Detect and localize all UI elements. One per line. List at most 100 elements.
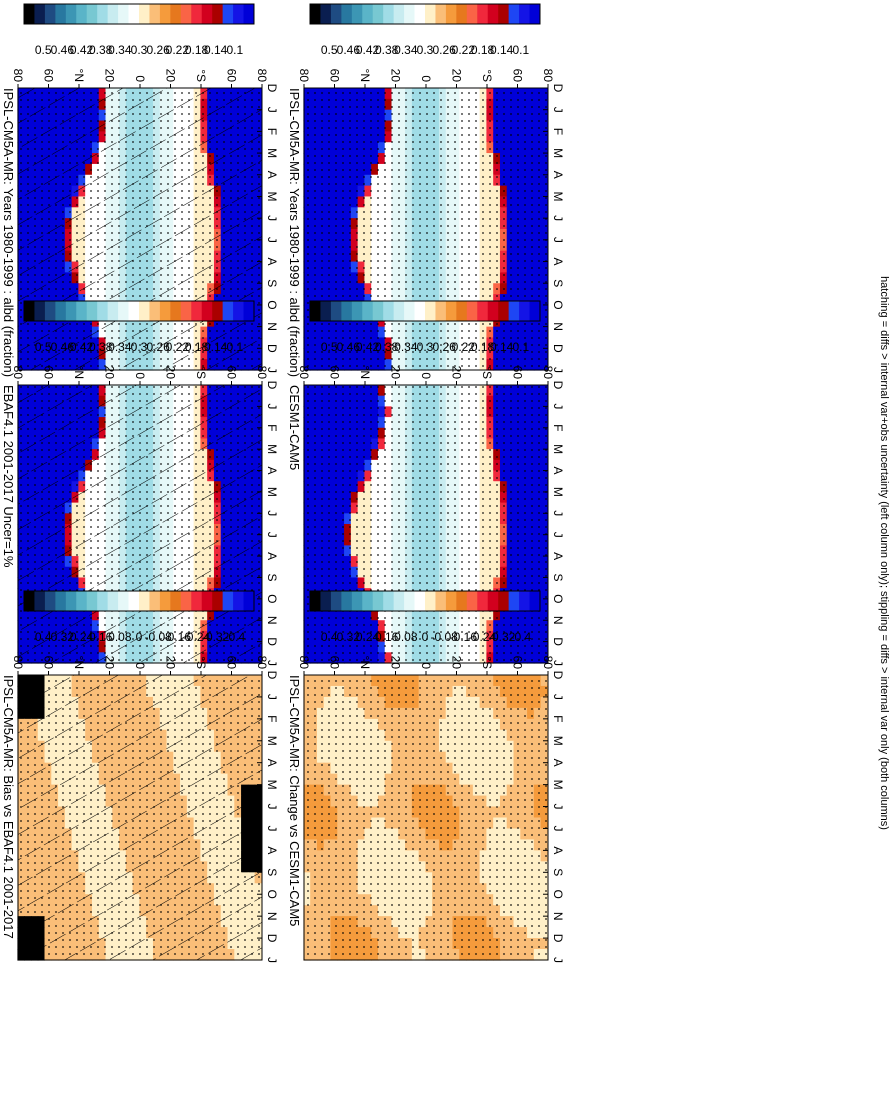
y-tick-label: 80 [255, 656, 269, 670]
colorbar-swatch [340, 4, 352, 24]
colorbar-swatch [222, 301, 234, 321]
colorbar-swatch [232, 301, 244, 321]
y-tick-label: 80 [11, 69, 25, 83]
colorbar-swatch [201, 301, 213, 321]
y-tick-label: °N [72, 366, 86, 379]
y-tick-label: 20 [103, 656, 117, 670]
colorbar-swatch [243, 4, 254, 24]
colorbar-swatch [320, 4, 331, 24]
colorbar-swatch [138, 301, 150, 321]
colorbar-swatch [34, 301, 45, 321]
y-tick-label: °N [72, 69, 86, 82]
y-tick-label: 0 [133, 372, 147, 379]
colorbar-swatch [23, 4, 35, 24]
colorbar-swatch [86, 4, 98, 24]
colorbar-swatch [159, 4, 171, 24]
x-tick-label: S [265, 573, 279, 581]
colorbar-swatch [65, 591, 77, 611]
colorbar-swatch [466, 4, 478, 24]
colorbar-label: 0.4 [35, 630, 52, 644]
colorbar-swatch [54, 591, 66, 611]
x-tick-label: A [265, 759, 279, 767]
colorbar-swatch [372, 4, 384, 24]
y-tick-label: 0 [419, 75, 433, 82]
y-tick-label: °S [194, 656, 208, 669]
x-tick-label: M [265, 780, 279, 790]
x-tick-label: D [265, 671, 279, 680]
x-tick-label: M [265, 487, 279, 497]
x-tick-label: J [265, 825, 279, 831]
colorbar-swatch [243, 591, 254, 611]
x-tick-label: O [265, 300, 279, 309]
x-tick-label: F [551, 128, 565, 135]
colorbar-right-top: 0.5 0.460.420.380.34 0.3 0.260.220.180.14 0.… [309, 3, 541, 57]
colorbar-label: 0.22 [166, 43, 190, 57]
colorbar-label: 0.5 [35, 340, 52, 354]
x-tick-label: N [265, 616, 279, 625]
colorbar-swatch [96, 591, 108, 611]
y-tick-label: °S [480, 69, 494, 82]
colorbar-label: -0.4 [224, 630, 245, 644]
panel-title: EBAF4.1 2001-2017 Uncer=1% [1, 385, 16, 568]
colorbar-swatch [435, 4, 446, 24]
x-tick-label: J [265, 237, 279, 243]
colorbar-swatch [128, 4, 139, 24]
y-tick-label: 60 [511, 69, 525, 83]
colorbar-swatch [232, 4, 244, 24]
x-tick-label: J [265, 510, 279, 516]
x-tick-label: M [551, 191, 565, 201]
x-tick-label: M [265, 148, 279, 158]
colorbar-swatch [445, 4, 457, 24]
colorbar-label: 0.3 [131, 340, 148, 354]
colorbar-swatch [190, 591, 202, 611]
colorbar-swatch [138, 4, 150, 24]
colorbar-swatch [23, 301, 35, 321]
colorbar-swatch [34, 591, 45, 611]
colorbar-label: 0.3 [131, 43, 148, 57]
colorbar-swatch [309, 4, 321, 24]
colorbar-swatch [75, 301, 87, 321]
colorbar-swatch [403, 4, 415, 24]
x-tick-label: F [265, 424, 279, 431]
colorbar-swatch [508, 4, 520, 24]
stippling-overlay [304, 88, 548, 370]
colorbar-swatch [169, 591, 181, 611]
x-tick-label: O [551, 300, 565, 309]
colorbar-label: 0.1 [226, 43, 243, 57]
colorbar-swatch [180, 591, 192, 611]
colorbar-swatch [96, 301, 108, 321]
colorbar-swatch [65, 4, 77, 24]
colorbar-label: 0.34 [108, 340, 132, 354]
y-tick-label: 80 [255, 69, 269, 83]
x-tick-label: O [265, 890, 279, 899]
y-tick-label: 20 [389, 69, 403, 83]
y-tick-label: 20 [103, 366, 117, 380]
colorbar-swatch [44, 4, 56, 24]
colorbar-label: 0.34 [108, 43, 132, 57]
x-tick-label: S [265, 868, 279, 876]
colorbar-swatch [86, 591, 98, 611]
colorbar-swatch [159, 591, 171, 611]
x-tick-label: A [265, 552, 279, 560]
x-tick-label: M [265, 736, 279, 746]
y-tick-label: °N [358, 69, 372, 82]
colorbar-swatch [211, 591, 223, 611]
colorbar-swatch [497, 4, 509, 24]
colorbar-swatch [169, 4, 181, 24]
y-tick-label: °N [72, 656, 86, 669]
x-tick-label: J [265, 107, 279, 113]
y-tick-label: 80 [255, 366, 269, 380]
y-tick-label: 80 [11, 366, 25, 380]
colorbar-swatch [361, 4, 373, 24]
x-tick-label: D [265, 934, 279, 943]
colorbar-swatch [211, 301, 223, 321]
y-tick-label: °S [194, 69, 208, 82]
x-tick-label: J [265, 804, 279, 810]
panel-title: IPSL-CM5A-MR: Years 1980-1999 : albd (fr… [287, 88, 302, 377]
y-tick-label: 20 [164, 69, 178, 83]
colorbar-swatch [351, 4, 363, 24]
